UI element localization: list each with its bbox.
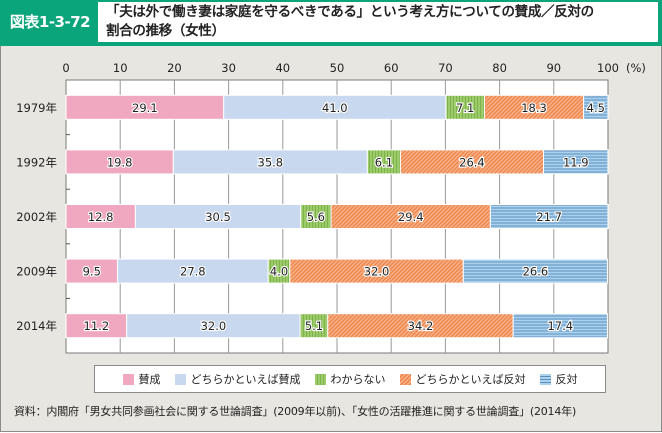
data-label: 41.0 [322,101,348,115]
bar-segment-agree [65,258,118,284]
bar-segment-somewhat-disagree [289,258,464,284]
data-label: 17.4 [547,319,573,333]
x-unit-label: (%) [626,61,646,75]
data-label: 11.2 [84,319,110,333]
x-tick-label: 70 [438,61,453,75]
data-label: 5.1 [305,319,323,333]
bar-segment-somewhat-agree [172,149,368,175]
bar-segment-disagree [583,94,609,120]
figure-title-line2: 割合の推移（女性） [106,23,225,39]
figure-header: 図表1-3-72 「夫は外で働き妻は家庭を守るべきである」という考え方についての… [0,0,662,46]
bar-segment-somewhat-disagree [399,149,545,175]
bar-segment-somewhat-disagree [483,94,585,120]
data-label: 4.0 [270,265,288,279]
bar-segment-somewhat-agree [126,313,301,339]
bar-row: 11.2 32.0 5.1 34.2 17.4 [65,313,608,339]
legend-swatch-somewhat-agree [174,373,186,385]
data-label: 18.3 [521,101,547,115]
bar-row: 29.1 41.0 7.1 18.3 4.5 [65,94,609,120]
bar-segment-somewhat-agree [134,204,302,229]
legend: 賛成 どちらかといえば賛成 わからない どちらかといえば反対 反対 [94,365,606,393]
figure-title-line1: 「夫は外で働き妻は家庭を守るべきである」という考え方についての賛成／反対の [106,4,594,20]
figure-title: 「夫は外で働き妻は家庭を守るべきである」という考え方についての賛成／反対の 割合… [106,3,594,41]
bar-row: 9.5 27.8 4.0 32.0 26.6 [65,258,608,284]
legend-label: どちらかといえば賛成 [190,373,301,386]
x-tick-label: 30 [221,61,236,75]
data-label: 12.8 [88,210,114,224]
x-tick-label: 0 [62,61,69,75]
legend-swatch-somewhat-disagree [399,373,411,385]
data-label: 26.4 [459,155,485,169]
x-tick-label: 10 [113,61,128,75]
x-tick-label: 80 [492,61,507,75]
bar-segment-dont-know [300,204,332,229]
legend-item-disagree: 反対 [539,371,578,387]
y-category-label: 2002年 [16,210,57,224]
data-label: 21.7 [536,210,562,224]
bar-row: 19.8 35.8 6.1 26.4 11.9 [65,149,609,175]
data-label: 34.2 [408,319,434,333]
y-category-label: 1979年 [16,101,57,115]
bar-row: 12.8 30.5 5.6 29.4 21.7 [65,204,609,229]
y-category-label: 2014年 [16,319,57,333]
legend-item-dont-know: わからない [314,371,386,387]
data-label: 35.8 [258,155,284,169]
data-label: 29.1 [132,101,158,115]
y-category-label: 2009年 [16,265,57,279]
x-tick-label: 100 [597,61,619,75]
x-tick-label: 20 [167,61,182,75]
bar-segment-agree [65,94,225,120]
data-label: 7.1 [456,101,474,115]
bar-segment-somewhat-agree [223,94,447,120]
data-label: 32.0 [201,319,227,333]
bar-segment-somewhat-disagree [327,313,514,339]
data-label: 9.5 [83,265,101,279]
bar-segment-disagree [462,258,608,284]
legend-swatch-disagree [539,373,551,385]
source-note: 資料：内閣府「男女共同参画社会に関する世論調査」(2009年以前)、「女性の活躍… [14,405,577,418]
bar-segment-disagree [512,313,608,339]
data-label: 5.6 [307,210,325,224]
legend-item-somewhat-disagree: どちらかといえば反対 [399,371,526,387]
legend-swatch-dont-know [314,373,326,385]
legend-label: 賛成 [138,373,161,386]
legend-swatch-agree [122,373,134,385]
figure-number: 図表1-3-72 [9,13,91,31]
legend-item-agree: 賛成 [122,371,161,387]
data-label: 6.1 [375,155,393,169]
x-tick-label: 60 [384,61,399,75]
data-label: 19.8 [107,155,133,169]
legend-label: 反対 [555,373,578,386]
legend-label: どちらかといえば反対 [415,373,526,386]
data-label: 29.4 [398,210,424,224]
title-box: 「夫は外で働き妻は家庭を守るべきである」という考え方についての賛成／反対の 割合… [98,2,658,42]
bar-segment-dont-know [299,313,329,339]
x-tick-label: 40 [275,61,290,75]
legend-item-somewhat-agree: どちらかといえば賛成 [174,371,301,387]
x-tick-label: 50 [330,61,345,75]
data-label: 4.5 [587,101,605,115]
data-label: 32.0 [364,265,390,279]
y-category-label: 1992年 [16,155,57,169]
legend-label: わからない [330,373,386,386]
bar-segment-agree [65,149,174,175]
bar-segment-disagree [489,204,609,229]
data-label: 11.9 [563,155,589,169]
x-tick-label: 90 [546,61,561,75]
data-label: 27.8 [180,265,206,279]
bar-segment-disagree [543,149,609,175]
data-label: 26.6 [523,265,549,279]
data-label: 30.5 [205,210,231,224]
